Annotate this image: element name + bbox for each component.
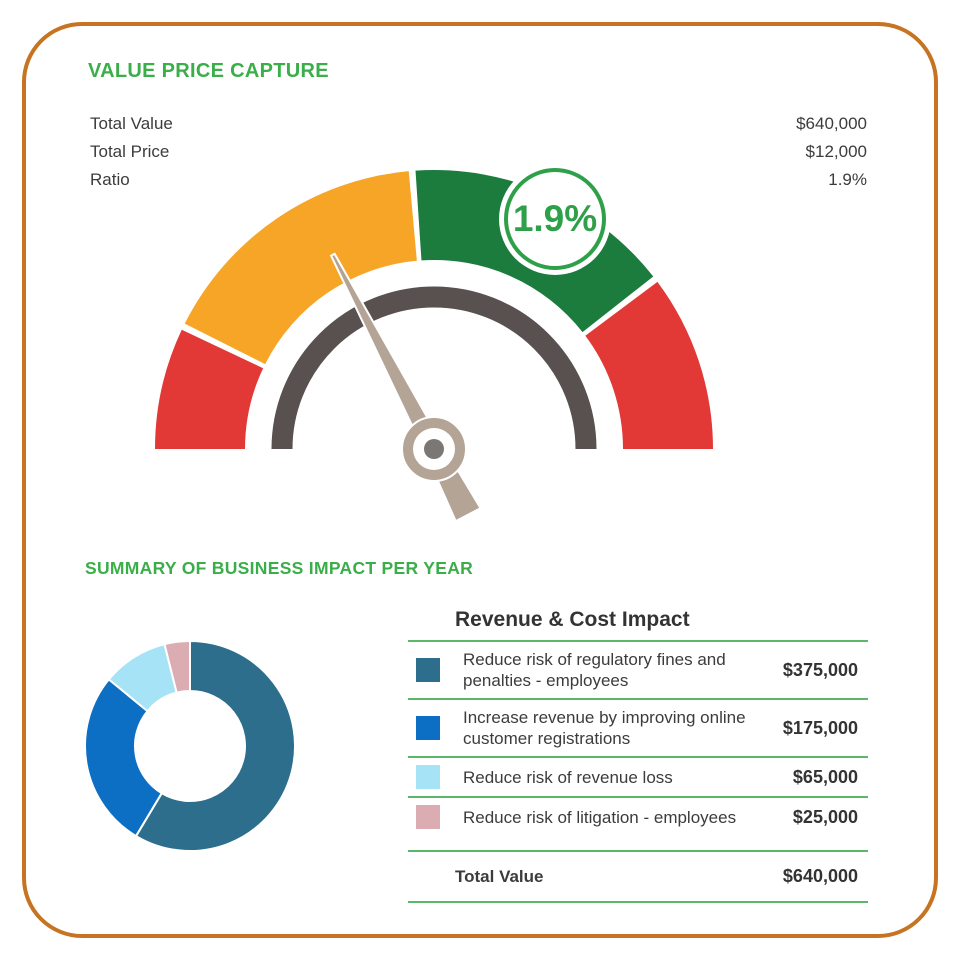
row-label: Reduce risk of revenue loss	[463, 767, 673, 787]
row-label: Reduce risk of litigation - employees	[463, 807, 737, 827]
stat-total-value: Total Value $640,000	[90, 112, 867, 140]
row-label: Reduce risk of regulatory fines and pena…	[463, 650, 726, 690]
value-price-stats: Total Value $640,000 Total Price $12,000…	[90, 112, 867, 196]
row-value: $65,000	[792, 766, 858, 787]
legend-swatch-blue	[416, 716, 440, 740]
donut-slice-3	[163, 639, 191, 694]
total-label: Total Value	[455, 866, 544, 886]
stat-total-price: Total Price $12,000	[90, 140, 867, 168]
legend-swatch-teal	[416, 658, 440, 682]
row-value: $375,000	[782, 659, 858, 680]
needle-hub-dot	[424, 439, 444, 459]
gauge-inner-arc	[271, 286, 597, 450]
row-value: $25,000	[792, 806, 858, 827]
stat-value: $12,000	[805, 142, 867, 161]
stat-value: $640,000	[796, 114, 867, 133]
table-total-row: Total Value $640,000	[408, 850, 868, 903]
donut-slice-0	[134, 639, 296, 852]
gauge-segment-red-low	[155, 329, 264, 449]
row-label: Increase revenue by improving online cus…	[463, 708, 746, 748]
stat-value: 1.9%	[828, 170, 867, 189]
table-row: Reduce risk of regulatory fines and pena…	[408, 640, 868, 698]
total-value: $640,000	[782, 866, 858, 886]
table-title: Revenue & Cost Impact	[455, 608, 690, 631]
gauge-segment-red-high	[585, 281, 713, 449]
section-title-value-price-capture: VALUE PRICE CAPTURE	[88, 60, 329, 82]
donut-slice-1	[84, 677, 164, 838]
table-row: Increase revenue by improving online cus…	[408, 698, 868, 756]
stat-label: Total Price	[90, 142, 170, 161]
revenue-cost-impact-table: Revenue & Cost Impact Reduce risk of reg…	[408, 606, 868, 903]
stat-ratio: Ratio 1.9%	[90, 168, 867, 196]
stat-label: Ratio	[90, 170, 130, 189]
gauge-ratio-badge: 1.9%	[504, 168, 606, 270]
stat-label: Total Value	[90, 114, 173, 133]
gauge-ratio-badge-label: 1.9%	[512, 198, 598, 239]
table-row: Reduce risk of revenue loss $65,000	[408, 756, 868, 796]
row-value: $175,000	[782, 717, 858, 738]
legend-swatch-cyan	[416, 765, 440, 789]
legend-swatch-pink	[416, 805, 440, 829]
table-row: Reduce risk of litigation - employees $2…	[408, 796, 868, 836]
section-title-business-impact: SUMMARY OF BUSINESS IMPACT PER YEAR	[85, 558, 474, 578]
gauge-segment-orange	[184, 171, 417, 365]
